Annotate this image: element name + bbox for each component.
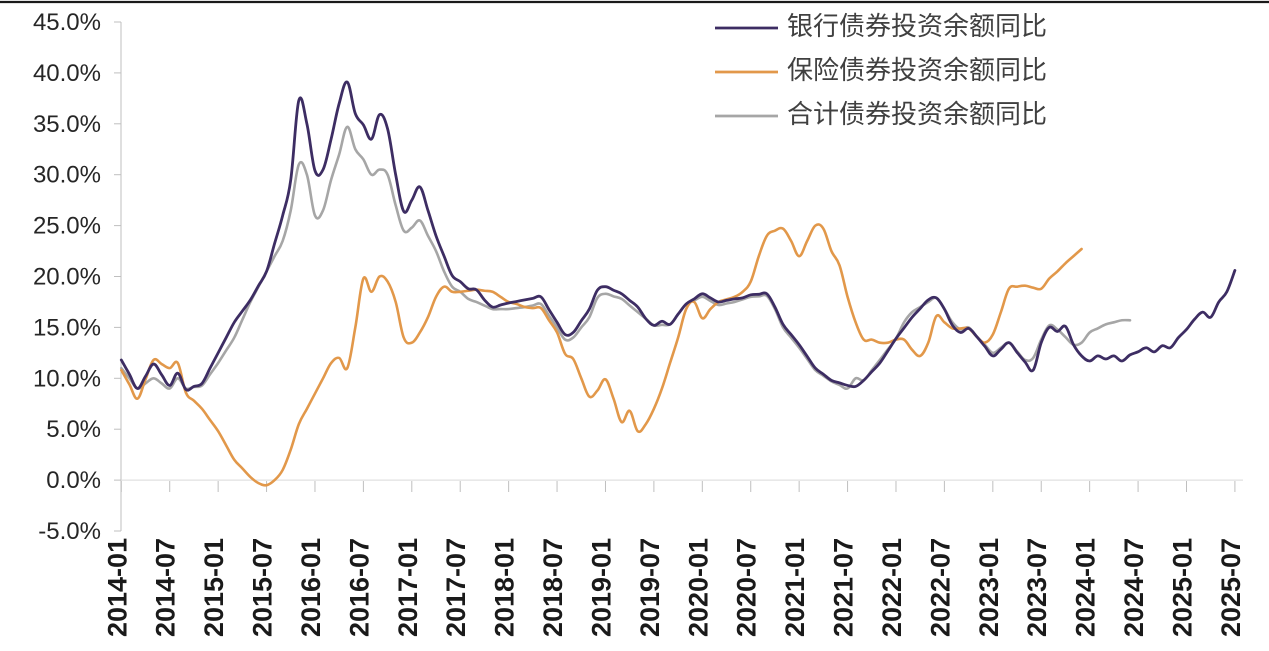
svg-text:25.0%: 25.0% (33, 213, 101, 240)
svg-text:2014-01: 2014-01 (102, 538, 132, 637)
svg-text:2021-01: 2021-01 (780, 538, 810, 637)
svg-text:0.0%: 0.0% (46, 467, 101, 494)
svg-text:2025-07: 2025-07 (1216, 538, 1246, 637)
svg-text:2018-07: 2018-07 (538, 538, 568, 637)
svg-text:2025-01: 2025-01 (1167, 538, 1197, 637)
svg-text:2017-07: 2017-07 (441, 538, 471, 637)
svg-text:2018-01: 2018-01 (490, 538, 520, 637)
svg-text:45.0%: 45.0% (33, 9, 101, 36)
svg-text:2016-01: 2016-01 (296, 538, 326, 637)
svg-text:银行债券投资余额同比: 银行债券投资余额同比 (787, 11, 1047, 41)
svg-text:合计债券投资余额同比: 合计债券投资余额同比 (787, 99, 1047, 129)
svg-text:15.0%: 15.0% (33, 314, 101, 341)
svg-text:2021-07: 2021-07 (829, 538, 859, 637)
svg-text:2023-07: 2023-07 (1022, 538, 1052, 637)
svg-text:40.0%: 40.0% (33, 60, 101, 87)
svg-text:2022-01: 2022-01 (877, 538, 907, 637)
svg-text:30.0%: 30.0% (33, 162, 101, 189)
svg-text:35.0%: 35.0% (33, 111, 101, 138)
svg-text:-5.0%: -5.0% (38, 518, 101, 545)
svg-text:2024-07: 2024-07 (1119, 538, 1149, 637)
svg-text:2014-07: 2014-07 (151, 538, 181, 637)
svg-text:2023-01: 2023-01 (974, 538, 1004, 637)
svg-text:2016-07: 2016-07 (344, 538, 374, 637)
svg-text:2024-01: 2024-01 (1071, 538, 1101, 637)
svg-text:10.0%: 10.0% (33, 365, 101, 392)
svg-text:2019-07: 2019-07 (635, 538, 665, 637)
svg-text:2020-01: 2020-01 (683, 538, 713, 637)
svg-text:5.0%: 5.0% (46, 416, 101, 443)
svg-text:2022-07: 2022-07 (925, 538, 955, 637)
svg-text:2015-01: 2015-01 (199, 538, 229, 637)
svg-text:20.0%: 20.0% (33, 264, 101, 291)
svg-text:2020-07: 2020-07 (732, 538, 762, 637)
svg-text:保险债券投资余额同比: 保险债券投资余额同比 (787, 55, 1047, 85)
svg-text:2015-07: 2015-07 (248, 538, 278, 637)
svg-text:2017-01: 2017-01 (393, 538, 423, 637)
svg-text:2019-01: 2019-01 (586, 538, 616, 637)
